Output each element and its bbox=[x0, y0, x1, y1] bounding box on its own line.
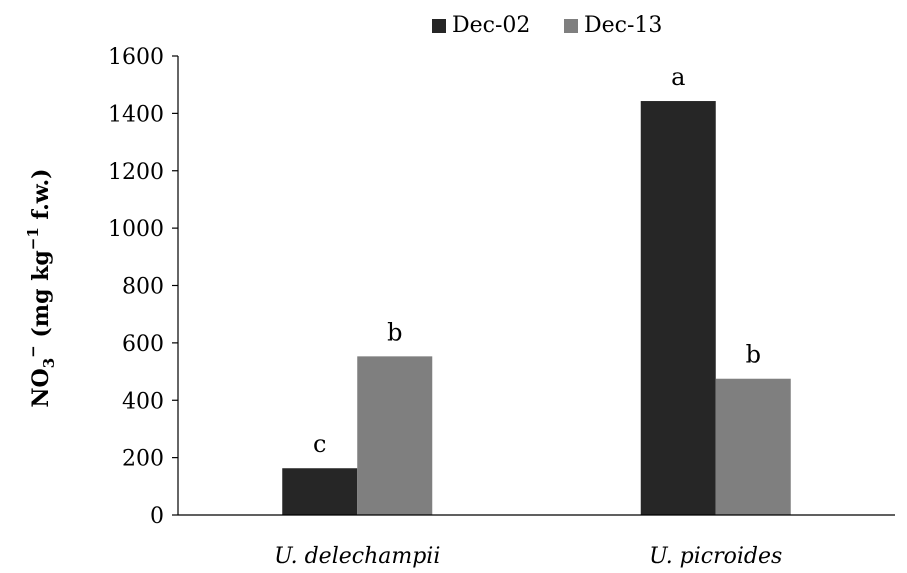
bar-annotation: c bbox=[313, 430, 326, 458]
bar bbox=[282, 468, 358, 515]
y-axis: 0 200 400 600 800 1000 1200 1400 1600 bbox=[108, 45, 179, 529]
bar-annotation: a bbox=[671, 63, 685, 91]
y-tick-label: 0 bbox=[150, 504, 164, 529]
bar bbox=[640, 101, 716, 516]
legend-swatch bbox=[564, 19, 578, 33]
y-label-units-superscript: −1 bbox=[24, 227, 42, 250]
y-tick-label: 800 bbox=[122, 275, 164, 300]
y-tick-label: 1000 bbox=[108, 217, 164, 242]
x-tick-label: U. delechampii bbox=[274, 544, 440, 569]
y-tick-label: 200 bbox=[122, 447, 164, 472]
x-axis: U. delechampii U. picroides bbox=[178, 514, 895, 569]
y-label-subscript: 3 bbox=[40, 358, 58, 368]
bar-annotation: b bbox=[387, 318, 402, 346]
y-label-main: NO bbox=[28, 368, 54, 407]
y-tick-label: 600 bbox=[122, 332, 164, 357]
y-label-units-b: f.w.) bbox=[28, 168, 54, 227]
bar-annotation: b bbox=[746, 341, 761, 369]
y-label-superscript: − bbox=[24, 345, 42, 358]
legend-label: Dec-02 bbox=[452, 13, 530, 38]
legend-label: Dec-13 bbox=[584, 13, 662, 38]
x-tick-label: U. picroides bbox=[649, 544, 782, 569]
y-tick-label: 1600 bbox=[108, 45, 164, 70]
legend: Dec-02 Dec-13 bbox=[432, 13, 662, 38]
y-axis-label: NO3− (mg kg−1 f.w.) bbox=[24, 168, 58, 407]
y-tick-label: 1400 bbox=[108, 102, 164, 127]
bar-annotations: c b a b bbox=[313, 63, 761, 458]
bar bbox=[715, 378, 791, 515]
bar bbox=[357, 356, 433, 515]
y-tick-label: 1200 bbox=[108, 160, 164, 185]
bars bbox=[282, 101, 791, 516]
y-label-units-a: (mg kg bbox=[28, 250, 54, 345]
y-tick-label: 400 bbox=[122, 389, 164, 414]
legend-swatch bbox=[432, 19, 446, 33]
